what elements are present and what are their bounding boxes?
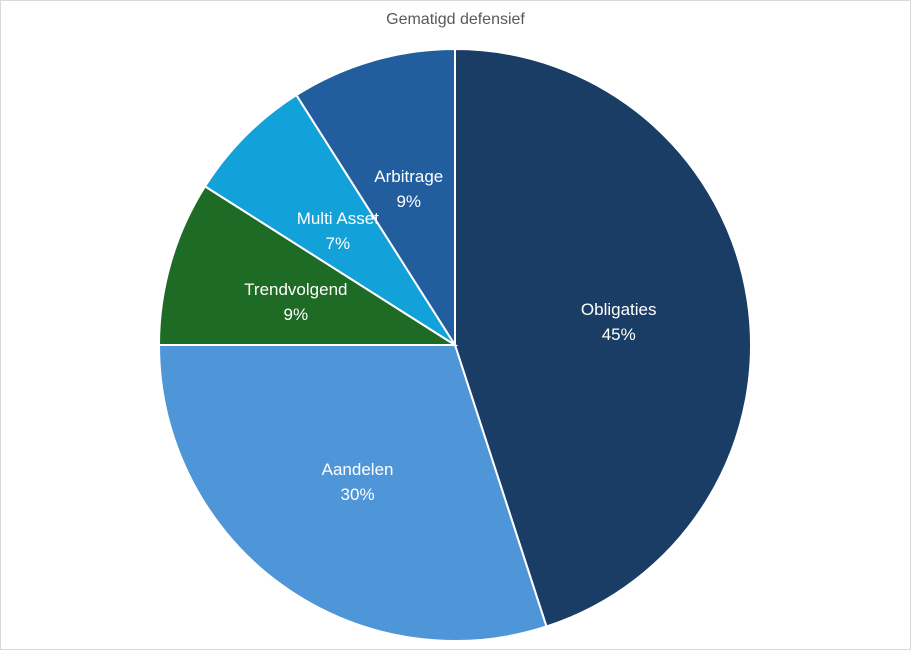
slice-name: Aandelen xyxy=(322,460,394,479)
slice-name: Obligaties xyxy=(581,300,657,319)
slice-value-label: 30% xyxy=(341,485,375,504)
slice-name: Arbitrage xyxy=(374,167,443,186)
slice-value-label: 9% xyxy=(396,192,421,211)
pie-slice-obligaties xyxy=(454,47,752,628)
slice-value-label: 45% xyxy=(602,325,636,344)
slice-name: Trendvolgend xyxy=(244,280,347,299)
slice-label-multi-asset: Multi Asset 7% xyxy=(297,209,379,253)
pie-slice-multi-asset xyxy=(203,93,456,346)
slice-label-arbitrage: Arbitrage 9% xyxy=(374,167,443,211)
chart-title: Gematigd defensief xyxy=(386,11,525,28)
slice-value-label: 7% xyxy=(326,234,351,253)
pie-slice-arbitrage xyxy=(295,47,456,349)
slice-name: Multi Asset xyxy=(297,209,379,228)
slice-label-aandelen: Aandelen 30% xyxy=(322,460,394,504)
slice-label-obligaties: Obligaties 45% xyxy=(581,300,657,344)
slice-label-trendvolgend: Trendvolgend 9% xyxy=(244,280,347,324)
slice-value-label: 9% xyxy=(284,305,309,324)
pie-slice-aandelen xyxy=(157,344,548,642)
pie-slice-trendvolgend xyxy=(157,185,459,346)
